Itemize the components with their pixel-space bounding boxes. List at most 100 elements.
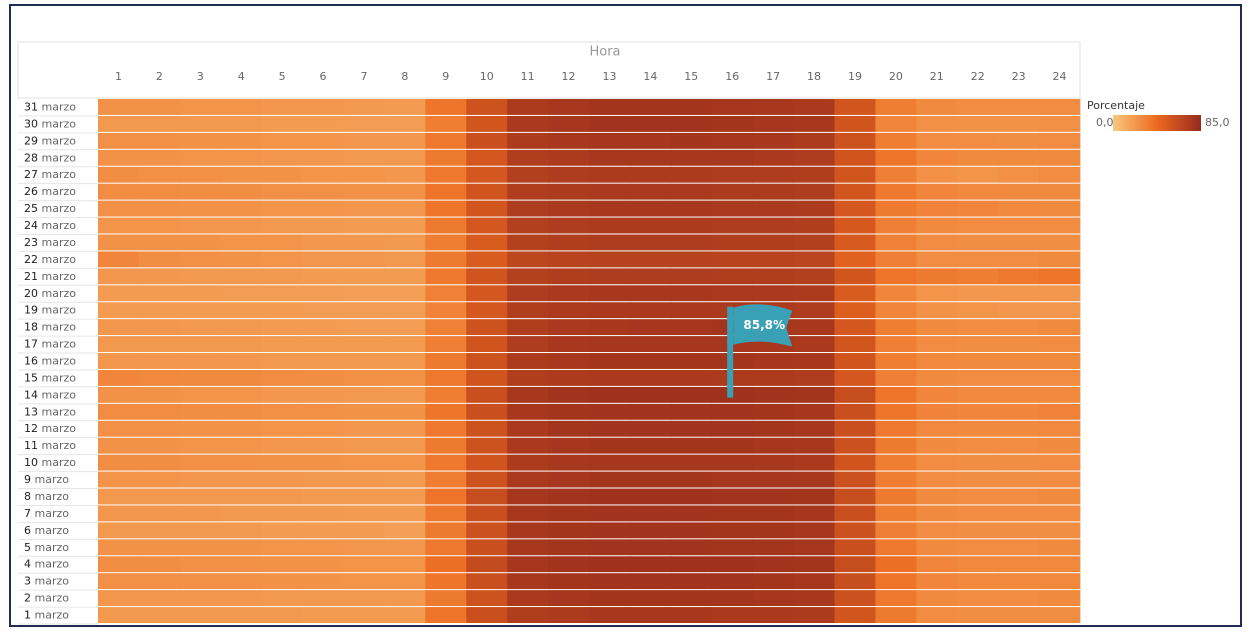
heat-cell [834, 132, 876, 149]
heat-cell [916, 573, 958, 590]
heat-cell [957, 420, 999, 437]
heat-cell [179, 166, 222, 183]
heat-cell [670, 573, 713, 590]
heat-cell [261, 336, 303, 353]
heat-cell [875, 285, 917, 302]
heat-cell [1039, 437, 1081, 454]
heat-cell [916, 539, 958, 556]
legend-title: Porcentaje [1087, 99, 1145, 112]
heat-cell [793, 437, 835, 454]
heat-cell [957, 607, 999, 623]
heat-cell [1039, 285, 1081, 302]
heat-cell [507, 590, 549, 607]
heat-cell [629, 99, 672, 115]
heat-cell [261, 539, 303, 556]
heat-cell [670, 437, 713, 454]
flag-label: 85,8% [743, 318, 785, 332]
heat-cell [425, 336, 467, 353]
heat-cell [916, 403, 958, 420]
heat-cell [998, 420, 1040, 437]
heat-cell [752, 573, 794, 590]
x-tick-label: 8 [401, 70, 408, 83]
heat-cell [384, 149, 426, 166]
heat-cell [916, 556, 958, 573]
heat-cell [261, 369, 303, 386]
heat-cell [957, 590, 999, 607]
heat-cell [793, 590, 835, 607]
heat-cell [507, 539, 549, 556]
heat-cell [589, 166, 631, 183]
x-tick-label: 19 [848, 70, 862, 83]
heat-cell [343, 522, 385, 539]
heat-cell [384, 573, 426, 590]
y-tick-label: 18 marzo [24, 321, 76, 334]
heat-cell [98, 319, 140, 336]
heat-cell [998, 403, 1040, 420]
heat-cell [343, 115, 385, 132]
heat-cell [998, 437, 1040, 454]
heat-cell [548, 403, 590, 420]
heat-cell [343, 505, 385, 522]
heat-cell [629, 166, 672, 183]
heat-cell [507, 607, 549, 623]
heat-cell [384, 217, 426, 234]
heat-cell [548, 420, 590, 437]
heat-cell [957, 183, 999, 200]
heat-cell [507, 285, 549, 302]
heat-cell [752, 268, 794, 285]
x-tick-label: 10 [480, 70, 494, 83]
heat-cell [343, 353, 385, 369]
heat-cell [179, 607, 222, 623]
heat-cell [507, 251, 549, 268]
heat-cell [589, 268, 631, 285]
heat-cell [548, 488, 590, 505]
heat-cell [425, 353, 467, 369]
heat-cell [548, 607, 590, 623]
heat-cell [302, 183, 344, 200]
heat-cell [425, 471, 467, 488]
heat-cell [589, 420, 631, 437]
heat-cell [752, 420, 794, 437]
heat-cell [384, 437, 426, 454]
heat-cell [98, 115, 140, 132]
heat-cell [220, 369, 263, 386]
heat-cell [548, 590, 590, 607]
heat-cell [98, 386, 140, 403]
heat-cell [834, 573, 876, 590]
heat-cell [793, 573, 835, 590]
heat-cell [302, 166, 344, 183]
heat-cell [793, 369, 835, 386]
flag-pole [727, 306, 734, 398]
heat-cell [752, 166, 794, 183]
heat-cell [220, 251, 263, 268]
heat-cell [179, 319, 222, 336]
heat-cell [793, 149, 835, 166]
heat-cell [670, 607, 713, 623]
heat-cell [916, 183, 958, 200]
heat-cell [220, 132, 263, 149]
heat-cell [343, 132, 385, 149]
heat-cell [589, 471, 631, 488]
heat-cell [957, 556, 999, 573]
heat-cell [916, 454, 958, 471]
heat-cell [261, 386, 303, 403]
heat-cell [548, 268, 590, 285]
heat-cell [179, 183, 222, 200]
heat-cell [834, 217, 876, 234]
heat-cell [384, 302, 426, 319]
heat-cell [138, 234, 181, 251]
heat-cell [589, 369, 631, 386]
x-tick-label: 15 [684, 70, 698, 83]
heat-cell [793, 454, 835, 471]
heat-cell [793, 183, 835, 200]
heat-cell [629, 285, 672, 302]
heat-cell [220, 353, 263, 369]
heat-cell [670, 268, 713, 285]
heat-cell [916, 353, 958, 369]
heat-cell [875, 268, 917, 285]
heat-cell [507, 217, 549, 234]
heat-cell [711, 200, 754, 217]
heat-cell [834, 369, 876, 386]
heat-cell [916, 607, 958, 623]
